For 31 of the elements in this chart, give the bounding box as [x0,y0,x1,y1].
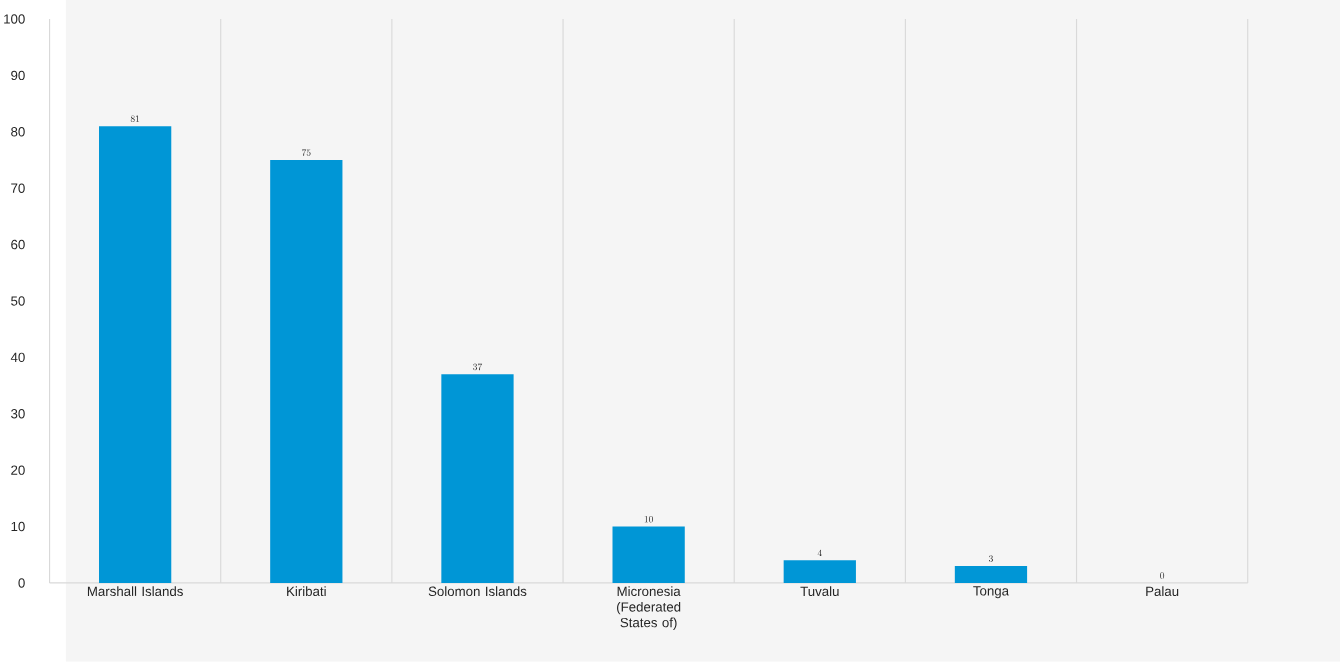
y-tick-label: 50 [11,296,25,306]
y-tick-label: 70 [11,183,25,193]
x-tick-label: Kiribati [287,586,326,597]
x-tick-label: Tuvalu [800,586,839,597]
data-label: 10 [644,515,653,523]
y-tick-label: 10 [11,521,25,532]
x-tick-label: Palau [1146,586,1179,597]
y-tick-label: 80 [11,127,25,137]
data-label: 37 [473,363,483,371]
data-label: 75 [302,149,311,156]
y-tick-label: 90 [11,70,25,81]
y-tick-label: 0 [18,578,25,588]
y-tick-label: 20 [11,465,25,475]
data-label: 4 [817,549,822,557]
y-tick-label: 40 [10,352,25,363]
x-tick-label: Marshall Islands [87,586,183,597]
x-tick-label: Micronesia (Federated States of) [617,586,681,630]
y-tick-label: 30 [11,409,25,419]
bar [954,566,1028,583]
bar [612,526,685,583]
x-tick-label: Solomon Islands [428,586,527,597]
data-label: 81 [130,115,140,123]
y-tick-label: 60 [11,239,25,250]
data-label: 0 [1160,572,1165,579]
bar [270,160,343,583]
y-tick-label: 100 [4,14,25,24]
x-tick-label: Tonga [973,586,1010,599]
bar [99,126,172,583]
bar [783,560,856,583]
bar [441,374,514,583]
data-label: 3 [989,555,993,562]
